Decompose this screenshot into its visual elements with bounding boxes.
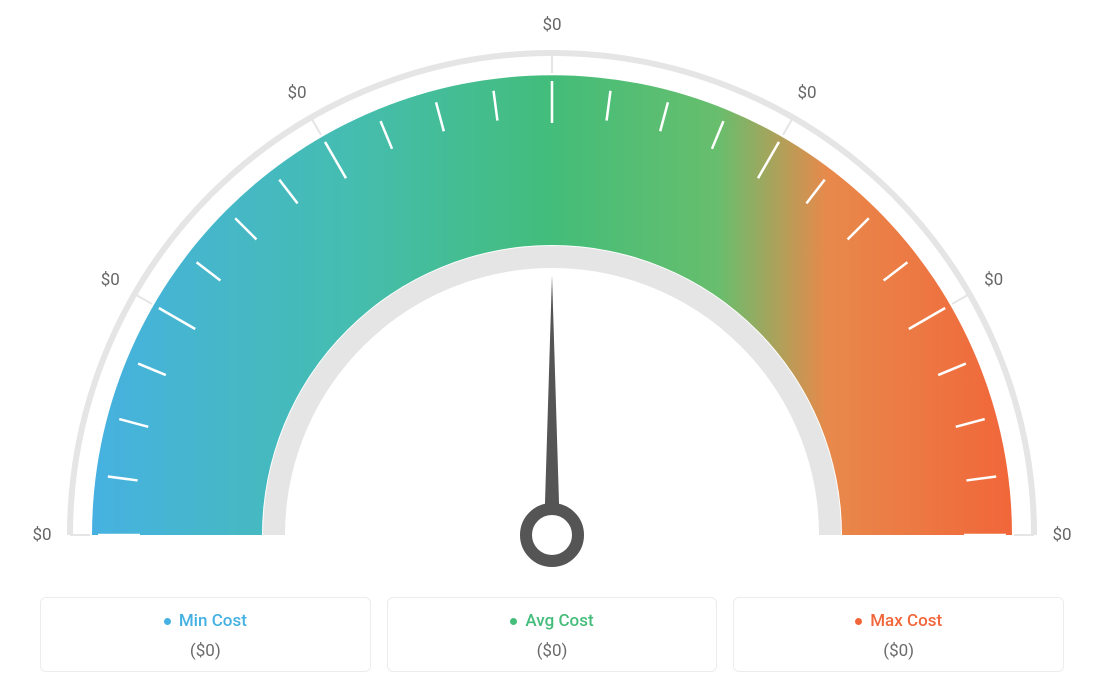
legend-title-min: Min Cost bbox=[164, 611, 247, 631]
gauge-major-tick bbox=[135, 294, 152, 304]
legend-value-max: ($0) bbox=[734, 641, 1063, 661]
gauge-needle-hub bbox=[526, 509, 578, 561]
legend-value-avg: ($0) bbox=[388, 641, 717, 661]
gauge-tick-label: $0 bbox=[797, 83, 816, 103]
gauge-needle bbox=[544, 275, 560, 535]
legend-card-min: Min Cost ($0) bbox=[40, 597, 371, 673]
legend-label-max: Max Cost bbox=[870, 611, 942, 631]
cost-gauge-widget: $0 $0 $0 $0 $0 $0 $0 Min Cost ($0) Avg Cost ($… bbox=[0, 0, 1104, 690]
gauge-tick-label: $0 bbox=[984, 270, 1003, 290]
gauge-tick-label: $0 bbox=[287, 83, 306, 103]
gauge-tick-label: $0 bbox=[32, 525, 51, 545]
legend-value-min: ($0) bbox=[41, 641, 370, 661]
gauge-major-tick bbox=[783, 118, 793, 135]
legend-card-max: Max Cost ($0) bbox=[733, 597, 1064, 673]
legend-dot-min bbox=[164, 618, 171, 625]
gauge-chart: $0 $0 $0 $0 $0 $0 $0 bbox=[0, 0, 1104, 580]
gauge-tick-label: $0 bbox=[1052, 525, 1071, 545]
gauge-major-tick bbox=[311, 118, 321, 135]
legend-title-avg: Avg Cost bbox=[510, 611, 593, 631]
legend-dot-max bbox=[855, 618, 862, 625]
gauge-tick-label: $0 bbox=[542, 15, 561, 35]
legend-title-max: Max Cost bbox=[855, 611, 942, 631]
legend-card-avg: Avg Cost ($0) bbox=[387, 597, 718, 673]
gauge-major-tick bbox=[952, 294, 969, 304]
legend-row: Min Cost ($0) Avg Cost ($0) Max Cost ($0… bbox=[40, 597, 1064, 673]
gauge-svg bbox=[0, 0, 1104, 580]
legend-label-avg: Avg Cost bbox=[525, 611, 593, 631]
legend-dot-avg bbox=[510, 618, 517, 625]
legend-label-min: Min Cost bbox=[179, 611, 247, 631]
gauge-tick-label: $0 bbox=[101, 270, 120, 290]
